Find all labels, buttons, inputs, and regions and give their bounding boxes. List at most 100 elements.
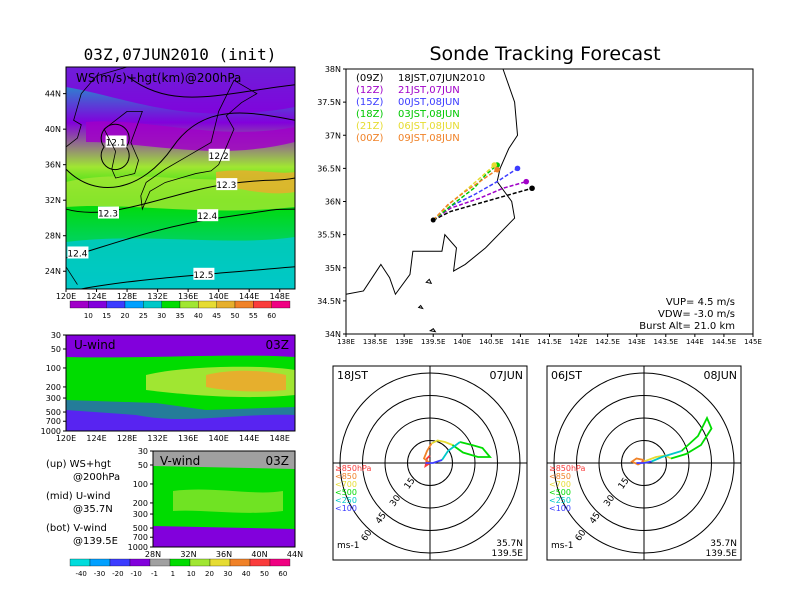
u-wind-time: 03Z [266,338,290,352]
v-colorbar-swatch [189,558,211,567]
track-line [432,164,495,221]
ws-contour-label-box [67,246,89,259]
u-x-tick-label: 148E [270,434,290,443]
ws-contour-label: 12.2 [209,152,229,162]
u-band-blue [66,400,295,431]
ws-colorbar: 10 15 20 25 30 35 40 45 50 55 60 [69,300,291,320]
ws-contour-label-box [193,267,215,280]
v-y-tick-label: 30 [138,447,148,456]
hodo-lon: 139.5E [706,549,738,559]
track-x-tick-label: 139.5E [421,338,445,346]
u-x-tick-label: 128E [117,434,137,443]
hodo-date-box [695,368,739,382]
v-band-light [173,489,283,513]
hodo-level-label: <500 [335,488,357,497]
ws-colorbar-swatch [69,300,89,309]
track-line [432,164,498,221]
v-colorbar-swatch [109,558,131,567]
ws-x-tick-label: 148E [270,292,290,301]
hodo-level-label: <700 [335,480,357,489]
track-y-tick-label: 37N [325,131,341,140]
track-end-point [514,165,521,172]
track-coast-island2 [429,327,437,333]
ws-colorbar-tick: 10 [84,312,93,320]
ws-contour-label-box [105,135,127,148]
track-coastline [345,68,519,333]
ws-colorbar-tick: 35 [176,312,185,320]
v-x-tick-label: 40N [251,550,267,559]
ws-y-tick-label: 28N [45,232,61,241]
ws-coast-china [65,66,128,148]
u-y-tick-label: 30 [51,331,61,340]
ws-map-y-ticks: 44N 40N 36N 32N 28N 24N [45,90,66,276]
v-colorbar-swatch [209,558,231,567]
ws-contour-label: 12.4 [67,249,87,259]
track-y-tick-label: 36.5N [317,164,341,173]
ws-coast-korea [103,111,143,179]
track-lines [430,162,535,223]
track-legend-code: (21Z) [356,121,383,132]
ws-y-tick-label: 44N [45,90,61,99]
ws-colorbar-swatch [88,300,107,309]
hodo-segment [651,450,682,463]
u-y-tick-label: 700 [46,417,61,426]
u-x-tick-label: 144E [239,434,259,443]
ws-colorbar-tick: 40 [194,312,203,320]
hodo-segment [422,443,433,464]
ws-map-frame [65,66,296,290]
v-colorbar-tick: 30 [223,570,232,578]
ws-colorbar-tick: 30 [157,312,166,320]
track-y-tick-label: 38N [325,65,341,74]
hodo-level-label: <250 [335,496,357,505]
hodo-label-box [335,368,373,382]
track-coast-oshima [425,278,433,285]
param-burst: Burst Alt= 21.0 km [639,321,735,332]
v-y-tick-label: 200 [133,499,148,508]
ws-x-tick-label: 128E [117,292,137,301]
hodo-segment [441,441,461,461]
note-up: (up) WS+hgt [46,459,111,470]
u-y-tick-label: 1000 [41,427,61,436]
ws-colorbar-swatch [143,300,162,309]
hodo-segment [431,439,453,446]
hodo-unit: ms-1 [551,541,573,551]
v-wind-panel: V-wind 03Z 28N 32N 36N 40N 44N 30 50 100 200 300… [69,447,303,578]
hodo-segment [643,454,672,463]
ws-colorbar-swatch [124,300,144,309]
ws-colorbar-tick: 15 [102,312,111,320]
ws-band [86,121,295,151]
main-title: Sonde Tracking Forecast [429,43,660,65]
track-coast-honshu [345,68,519,296]
v-colorbar-tick: 20 [205,570,214,578]
hodo-lon: 139.5E [492,549,524,559]
track-x-tick-label: 138.5E [363,338,387,346]
left-panel-title: 03Z,07JUN2010 (init) [84,45,277,64]
hodo-lat: 35.7N [496,539,523,549]
track-end-point [523,178,530,185]
v-colorbar-swatch [169,558,191,567]
ws-colorbar-swatch [271,300,291,309]
track-y-tick-label: 35N [325,264,341,273]
v-colorbar-tick: 40 [242,570,251,578]
ws-contour-label: 12.5 [193,271,213,281]
hodo-level-label: ≥850hPa [335,464,372,473]
v-colorbar-swatch [229,558,251,567]
track-end-point [529,185,535,192]
ws-contour-label: 12.3 [216,181,236,191]
param-vup: VUP= 4.5 m/s [666,297,735,308]
track-line [432,180,527,221]
v-colorbar-swatch [269,558,291,567]
ws-colorbar-tick: 45 [212,312,221,320]
u-x-tick-label: 140E [209,434,229,443]
note-up-level: @200hPa [73,472,120,483]
u-wind-x-ticks: 120E 124E 128E 132E 136E 140E 144E 148E [56,434,290,443]
v-colorbar-swatch [89,558,111,567]
track-x-tick-label: 141E [512,338,530,346]
ws-colorbar-swatch [161,300,181,309]
track-legend-code: (18Z) [356,109,383,120]
track-legend-code: (15Z) [356,97,383,108]
track-coast-island [417,304,424,310]
v-y-tick-label: 700 [133,533,148,542]
ws-colorbar-swatch [198,300,217,309]
